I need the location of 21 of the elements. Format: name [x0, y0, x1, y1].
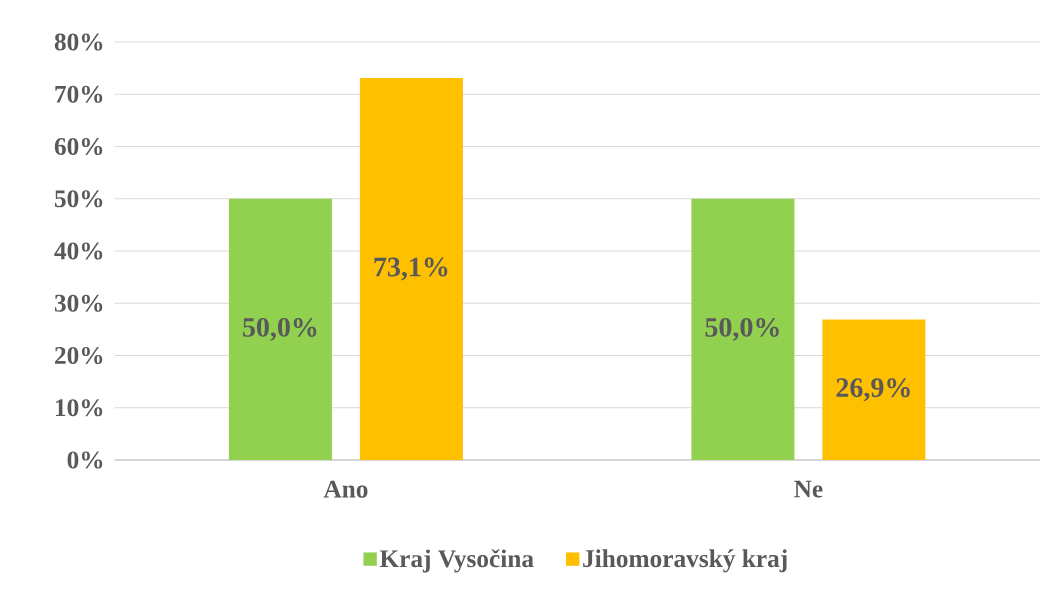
- bar: [228, 198, 332, 460]
- y-tick-label: 20%: [55, 346, 103, 365]
- y-tick-label: 0%: [67, 451, 103, 469]
- x-tick-label: Ano: [323, 480, 368, 498]
- bar: [822, 319, 926, 460]
- y-tick-label: 30%: [54, 294, 103, 312]
- x-tick-label: Ne: [794, 480, 823, 498]
- y-tick-label: 50%: [54, 190, 103, 208]
- legend-label: Kraj Vysočina: [379, 549, 534, 573]
- legend-label: Jihomoravský kraj: [583, 549, 787, 573]
- y-tick-label: 70%: [55, 85, 103, 103]
- y-tick-label: 10%: [55, 399, 103, 417]
- y-tick-label: 80%: [54, 33, 103, 51]
- bar: [691, 198, 795, 460]
- data-label: 50,0%: [243, 317, 317, 341]
- y-tick-label: 40%: [54, 242, 103, 260]
- data-label: 73,1%: [374, 257, 448, 281]
- data-label: 50,0%: [705, 317, 779, 341]
- data-label: 26,9%: [836, 378, 910, 402]
- y-tick-label: 60%: [54, 137, 103, 156]
- bar: [359, 78, 463, 460]
